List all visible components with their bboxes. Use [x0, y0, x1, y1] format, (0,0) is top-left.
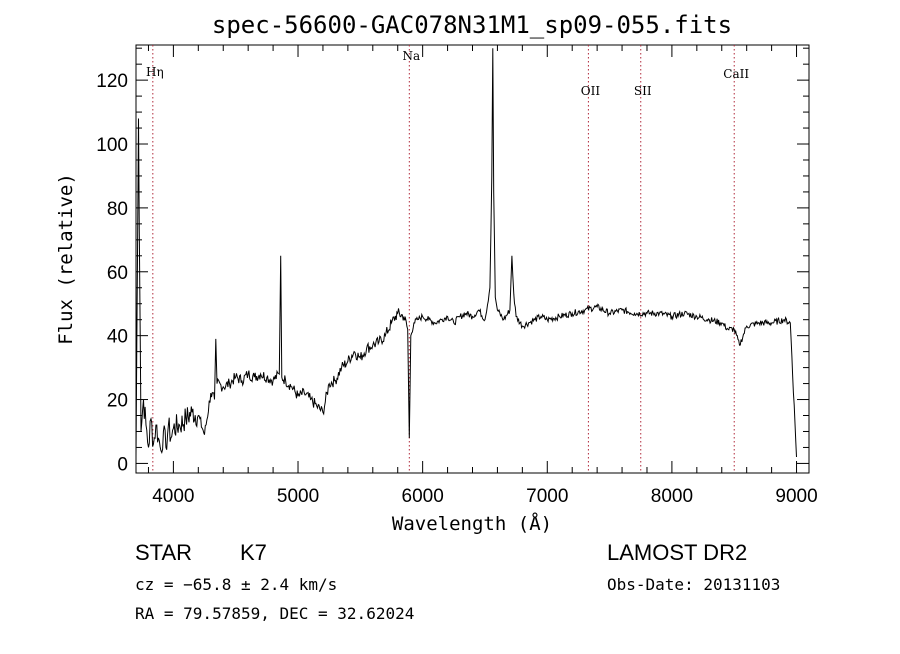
x-tick-label: 4000 — [152, 486, 194, 507]
x-tick-label: 9000 — [775, 486, 817, 507]
coordinates: RA = 79.57859, DEC = 32.62024 — [135, 604, 414, 623]
y-tick-label: 80 — [107, 199, 128, 220]
spectral-line-label: SII — [634, 84, 652, 98]
info-block: STAR K7 cz = −65.8 ± 2.4 km/s RA = 79.57… — [135, 540, 780, 623]
spectral-line-label: CaII — [723, 67, 749, 81]
x-tick-label: 5000 — [277, 486, 319, 507]
chart-title: spec-56600-GAC078N31M1_sp09-055.fits — [212, 11, 732, 39]
spectral-line-markers: Hη Na OII SII CaII — [146, 45, 749, 473]
y-axis-label: Flux (relative) — [55, 173, 77, 345]
spectral-line-label: OII — [581, 84, 601, 98]
axis-ticks: 4000 5000 6000 7000 8000 9000 0 20 40 60 80 100 120 — [96, 45, 818, 507]
y-tick-label: 120 — [96, 71, 128, 92]
spectral-line-label: Na — [402, 49, 420, 63]
x-tick-label: 8000 — [651, 486, 693, 507]
spectral-line-label: Hη — [146, 65, 164, 79]
y-tick-label: 0 — [117, 454, 128, 475]
redshift-velocity: cz = −65.8 ± 2.4 km/s — [135, 575, 337, 594]
plot-area: Hη Na OII SII CaII 4000 5000 6000 7000 8000 9000 0… — [96, 44, 818, 507]
spectrum-line — [135, 48, 797, 458]
survey-name: LAMOST DR2 — [607, 540, 747, 565]
x-tick-label: 6000 — [402, 486, 444, 507]
y-tick-label: 60 — [107, 263, 128, 284]
y-tick-label: 100 — [96, 135, 128, 156]
object-class: STAR — [135, 540, 192, 565]
plot-frame — [135, 44, 810, 474]
y-tick-label: 20 — [107, 391, 128, 412]
object-subclass: K7 — [240, 540, 267, 565]
x-axis-label: Wavelength (Å) — [392, 512, 552, 535]
observation-date: Obs-Date: 20131103 — [607, 575, 780, 594]
x-tick-label: 7000 — [526, 486, 568, 507]
y-tick-label: 40 — [107, 327, 128, 348]
